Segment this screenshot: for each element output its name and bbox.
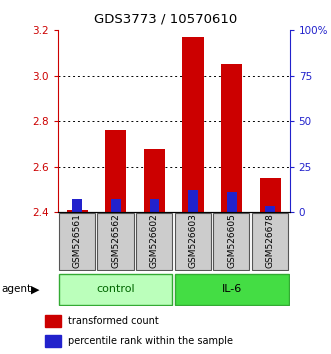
FancyBboxPatch shape [174,213,211,270]
Text: GSM526678: GSM526678 [266,213,275,268]
Text: GSM526605: GSM526605 [227,213,236,268]
FancyBboxPatch shape [59,274,172,304]
Text: transformed count: transformed count [68,316,159,326]
FancyBboxPatch shape [59,213,95,270]
Text: GSM526603: GSM526603 [189,213,198,268]
Bar [150,199,159,212]
Bar [227,192,237,212]
Text: control: control [97,284,135,295]
FancyBboxPatch shape [213,213,250,270]
Text: GSM526562: GSM526562 [111,213,120,268]
FancyBboxPatch shape [97,213,134,270]
Text: ▶: ▶ [30,284,39,295]
Bar [105,130,126,212]
Bar [67,210,88,212]
FancyBboxPatch shape [175,274,289,304]
Bar [221,64,242,212]
Bar [265,206,275,212]
Bar [45,335,61,347]
Bar [144,149,165,212]
Bar [111,199,121,212]
Text: IL-6: IL-6 [221,284,242,295]
Text: percentile rank within the sample: percentile rank within the sample [68,336,233,346]
Bar [182,37,204,212]
Bar [45,315,61,327]
FancyBboxPatch shape [136,213,172,270]
Bar [188,190,198,212]
Text: agent: agent [2,284,32,295]
Bar [260,178,281,212]
Text: GSM526561: GSM526561 [73,213,82,268]
Bar [72,199,82,212]
Text: GDS3773 / 10570610: GDS3773 / 10570610 [94,12,237,25]
Text: GSM526602: GSM526602 [150,213,159,268]
FancyBboxPatch shape [252,213,288,270]
